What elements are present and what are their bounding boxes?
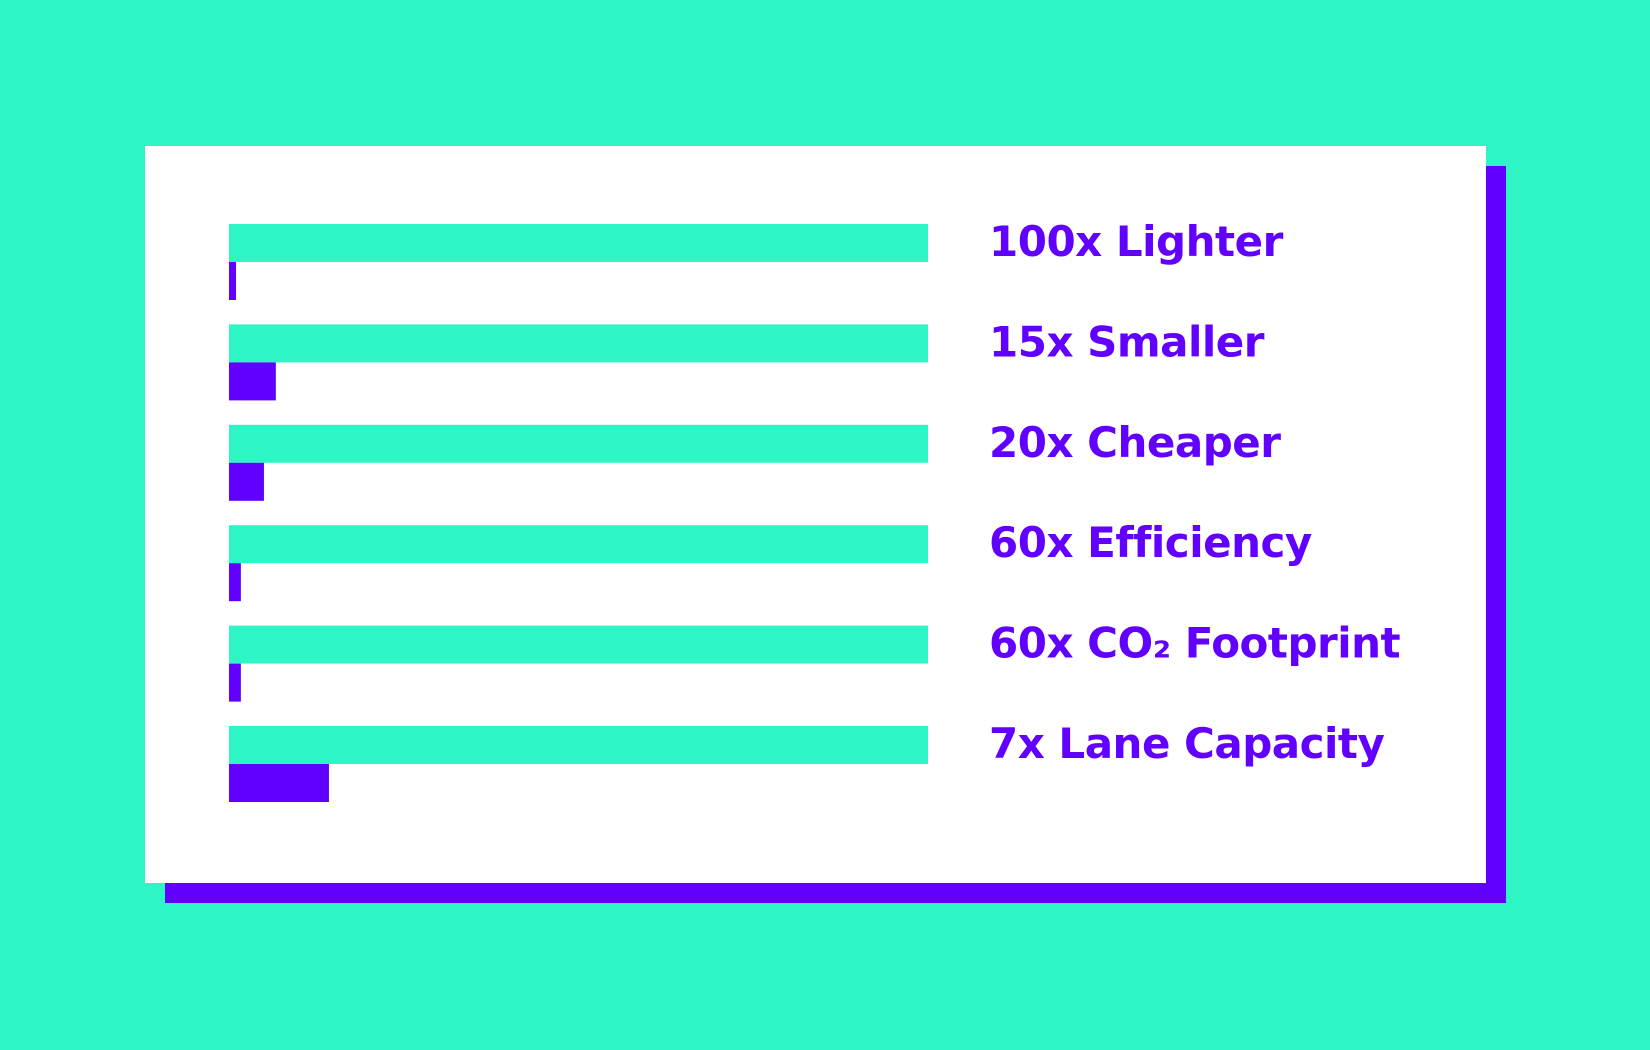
- baseline-bar-3: [229, 424, 928, 463]
- comparison-bar-3: [229, 462, 264, 501]
- comparison-bar-chart: 100x Lighter 15x Smaller 20x Cheaper 60x Ef…: [229, 217, 1401, 802]
- category-label-6: 7x Lane Capacity: [989, 719, 1384, 768]
- category-label-1: 100x Lighter: [989, 217, 1284, 266]
- baseline-bar-5: [229, 625, 928, 664]
- baseline-bar-2: [229, 324, 928, 363]
- chart-card: 100x Lighter 15x Smaller 20x Cheaper 60x Ef…: [145, 146, 1486, 883]
- comparison-bar-2: [229, 362, 276, 401]
- baseline-bar-1: [229, 224, 928, 262]
- comparison-bar-5: [229, 663, 241, 702]
- category-label-3: 20x Cheaper: [989, 418, 1281, 467]
- comparison-bar-6: [229, 764, 329, 802]
- category-label-4: 60x Efficiency: [989, 518, 1312, 567]
- baseline-bar-6: [229, 726, 928, 764]
- category-label-2: 15x Smaller: [989, 317, 1265, 366]
- category-label-5: 60x CO₂ Footprint: [989, 619, 1401, 668]
- comparison-bar-1: [229, 262, 236, 300]
- comparison-bar-4: [229, 563, 241, 602]
- baseline-bar-4: [229, 525, 928, 564]
